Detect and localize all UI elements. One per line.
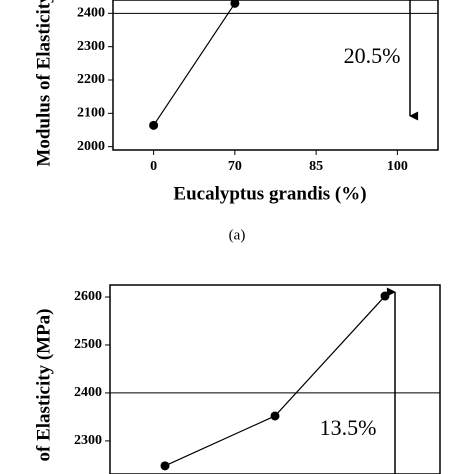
x-axis-label: Eucalyptus grandis (%) [173, 183, 366, 204]
annotation: 20.5% [344, 43, 401, 68]
annotation: 13.5% [320, 415, 377, 440]
x-tick-label: 70 [228, 159, 242, 174]
y-tick-label: 2100 [77, 106, 105, 121]
line [153, 3, 236, 126]
caption: (a) [229, 227, 246, 243]
y-tick-label: 2400 [77, 6, 105, 21]
y-axis-label: Modulus of Elasticity [33, 0, 54, 167]
y-tick-label: 2200 [77, 72, 105, 87]
y-tick-label: 2500 [74, 337, 102, 352]
x-tick-label: 100 [387, 159, 408, 174]
x-tick-label: 0 [150, 159, 157, 174]
y-tick-label: 2300 [74, 433, 102, 448]
line [164, 295, 386, 467]
y-tick-label: 2300 [77, 39, 105, 54]
y-tick-label: 2600 [74, 289, 102, 304]
point [149, 120, 159, 130]
point [270, 411, 280, 421]
y-tick-label: 2400 [74, 385, 102, 400]
point [230, 0, 240, 8]
point [380, 291, 390, 301]
y-tick-label: 2000 [77, 139, 105, 154]
point [160, 461, 170, 471]
plot-frame [112, 0, 439, 151]
x-tick-label: 85 [309, 159, 323, 174]
y-axis-label: of Elasticity (MPa) [33, 308, 54, 461]
plot-frame [109, 284, 441, 474]
